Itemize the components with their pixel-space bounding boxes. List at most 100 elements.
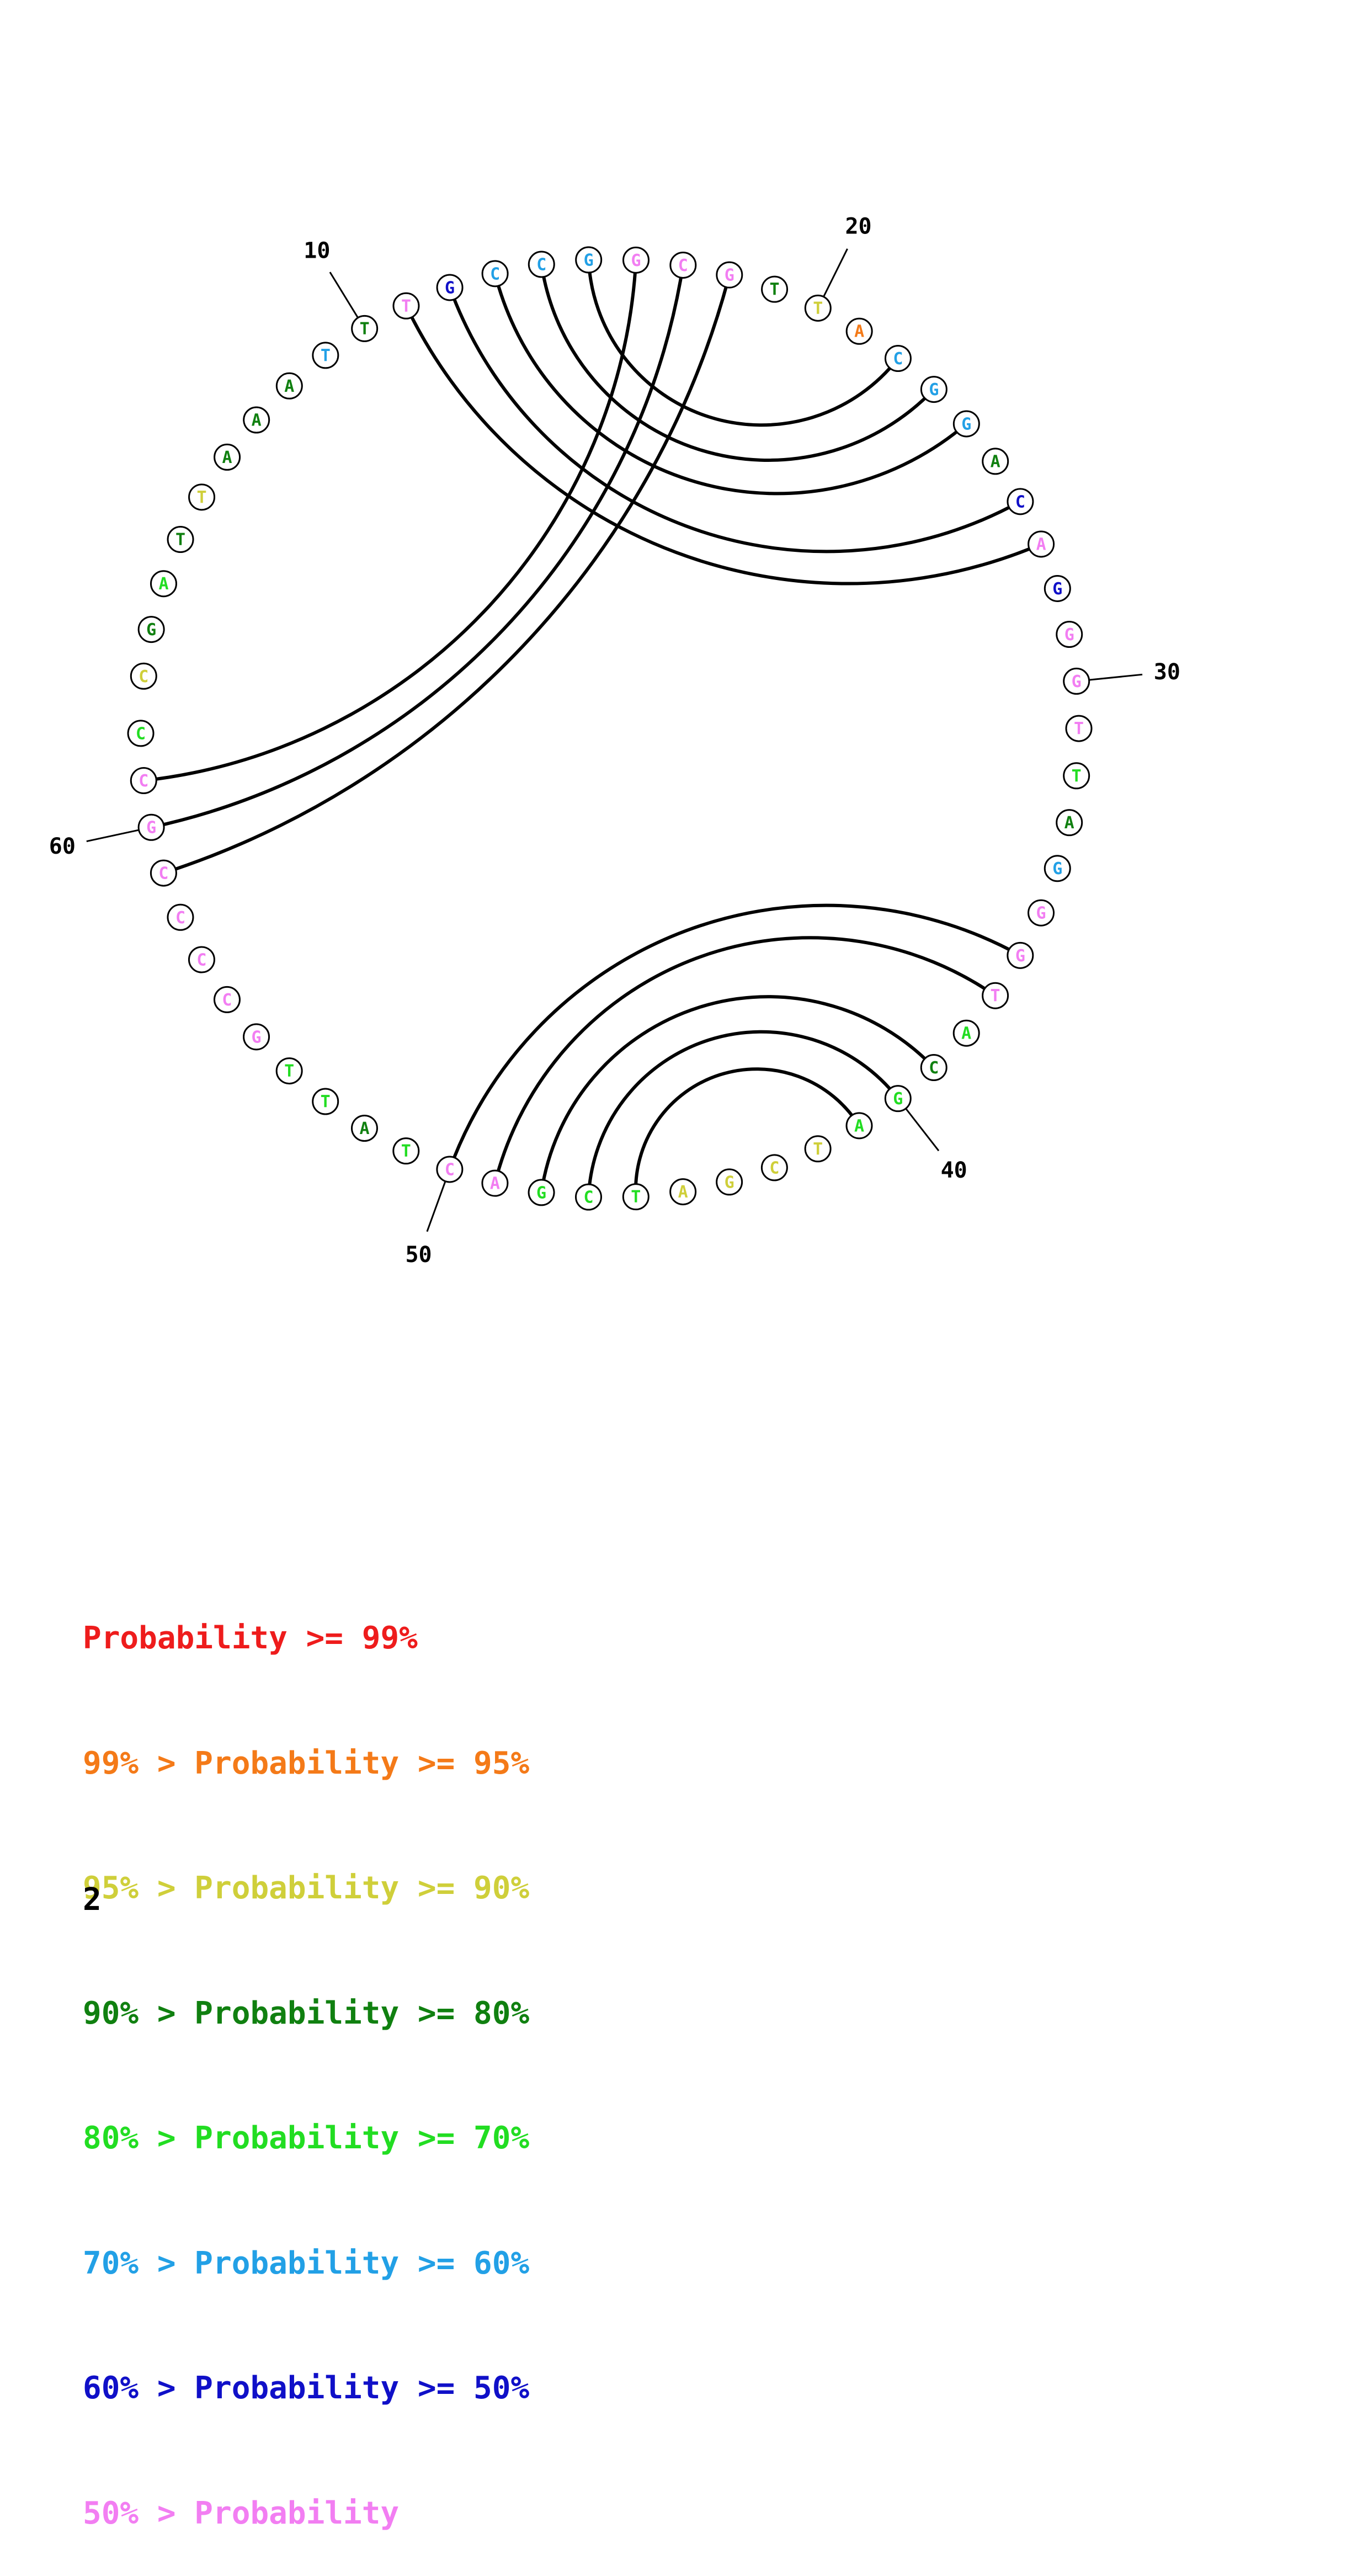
nucleotide-circle [920, 376, 948, 403]
circular-structure-diagram: 10 20 30 40 50 60 C G A T T A A A T T T G C C G G C G T T A C G G A C A… [49, 214, 1180, 1268]
nucleotide-24: G [952, 410, 980, 438]
legend-text: Probability >= 99% [83, 1620, 418, 1656]
nucleotide-25: A [982, 448, 1009, 475]
nucleotide-letter: T [197, 488, 207, 507]
nucleotide-letter: G [584, 251, 594, 270]
nucleotide-letter: G [929, 380, 939, 400]
nucleotide-29: G [1056, 621, 1083, 648]
nucleotide-letter: C [196, 951, 206, 970]
position-tick-20 [823, 248, 848, 297]
nucleotide-letter: T [321, 1092, 331, 1111]
base-pair-arc-12-26 [448, 286, 1021, 553]
nucleotide-circle [1044, 574, 1071, 602]
nucleotide-letter: T [813, 1140, 823, 1159]
legend-prefix: 70% > [83, 2245, 195, 2281]
nucleotide-letter: A [359, 1119, 369, 1138]
nucleotide-21: A [845, 317, 873, 345]
nucleotide-letter: T [631, 1188, 641, 1207]
nucleotide-letter: G [1036, 904, 1046, 923]
nucleotide-9: T [312, 342, 339, 369]
nucleotide-58: C [167, 903, 194, 931]
nucleotide-letter: G [536, 1183, 546, 1202]
position-tick-50 [426, 1181, 446, 1232]
base-pair-arc-11-27 [404, 305, 1042, 586]
position-label-30: 30 [1154, 659, 1180, 685]
nucleotide-circle [575, 246, 603, 274]
nucleotide-letter: G [1015, 946, 1025, 966]
nucleotide-circle [275, 372, 303, 400]
legend-prefix: 99% > [83, 1745, 195, 1781]
nucleotide-circle [1056, 621, 1083, 648]
nucleotide-circle [188, 483, 216, 511]
legend-row: 95% > Probability >= 90% [83, 1867, 529, 1909]
nucleotide-circle [761, 275, 789, 303]
nucleotide-letter: T [813, 299, 823, 318]
probability-legend: Probability >= 99% 99% > Probability >= … [83, 1534, 529, 2576]
nucleotide-1: C [130, 662, 157, 690]
nucleotide-60: G [137, 813, 165, 841]
nucleotide-14: C [528, 251, 555, 278]
nucleotide-circle [1007, 488, 1034, 515]
legend-prefix: 50% > [83, 2495, 195, 2531]
nucleotide-47: C [574, 1183, 602, 1211]
nucleotide-circle [137, 813, 165, 841]
nucleotide-circle [884, 1085, 912, 1113]
nucleotide-10: T [351, 315, 379, 342]
nucleotide-52: A [350, 1115, 378, 1142]
nucleotide-letter: G [725, 266, 734, 285]
legend-prefix: 80% > [83, 2120, 195, 2156]
nucleotide-45: A [669, 1178, 697, 1206]
nucleotide-letter: G [893, 1089, 903, 1109]
base-pair-arc-41-46 [634, 1067, 861, 1197]
nucleotide-13: C [481, 260, 509, 288]
nucleotide-circle [243, 1023, 270, 1051]
nucleotide-letter: G [1072, 672, 1082, 691]
nucleotide-letter: A [961, 1024, 971, 1044]
nucleotide-circle [669, 1178, 697, 1206]
legend-text: Probability >= 50% [194, 2370, 530, 2406]
nucleotide-letter: C [139, 771, 148, 791]
nucleotide-circle [845, 1112, 873, 1140]
nucleotide-circle [167, 526, 194, 553]
base-pair-arcs [143, 259, 1042, 1197]
position-tick-10 [329, 272, 359, 318]
nucleotide-19: T [761, 275, 789, 303]
page-number: 2 [83, 1882, 102, 1918]
position-label-50: 50 [405, 1242, 432, 1268]
nucleotide-circle [982, 982, 1009, 1009]
legend-row: Probability >= 99% [83, 1617, 529, 1659]
nucleotide-letter: A [490, 1174, 500, 1194]
nucleotide-41: A [845, 1112, 873, 1140]
base-pair-arc-37-49 [493, 936, 997, 1184]
nucleotide-letter: G [961, 414, 971, 434]
nucleotide-letter: A [252, 411, 262, 430]
nucleotide-28: G [1044, 574, 1071, 602]
nucleotide-30: G [1063, 667, 1090, 695]
position-tick-30 [1089, 673, 1143, 681]
nucleotide-letter: C [583, 1188, 593, 1207]
nucleotide-circle [920, 1054, 948, 1082]
nucleotide-circle [1065, 715, 1093, 742]
nucleotide-circle [481, 260, 509, 288]
position-label-20: 20 [845, 214, 871, 239]
nucleotide-38: A [952, 1019, 980, 1047]
nucleotide-55: G [243, 1023, 270, 1051]
nucleotide-letter: A [284, 377, 294, 396]
legend-row: 60% > Probability >= 50% [83, 2367, 529, 2409]
nucleotide-letter: T [175, 530, 185, 550]
nucleotide-4: T [167, 526, 194, 553]
nucleotide-circle [952, 1019, 980, 1047]
nucleotide-circle [127, 720, 155, 747]
nucleotide-circle [213, 986, 241, 1013]
nucleotide-34: G [1044, 855, 1071, 882]
nucleotide-circle [392, 292, 420, 320]
nucleotide-letter: T [360, 320, 370, 339]
nucleotide-12: G [436, 274, 464, 301]
nucleotide-57: C [188, 946, 215, 973]
legend-prefix: 95% > [83, 1870, 195, 1906]
nucleotide-48: G [528, 1179, 555, 1206]
nucleotide-circle [622, 1183, 650, 1211]
nucleotide-circle [528, 1179, 555, 1206]
nucleotide-letter: A [158, 574, 168, 594]
nucleotide-31: T [1065, 715, 1093, 742]
